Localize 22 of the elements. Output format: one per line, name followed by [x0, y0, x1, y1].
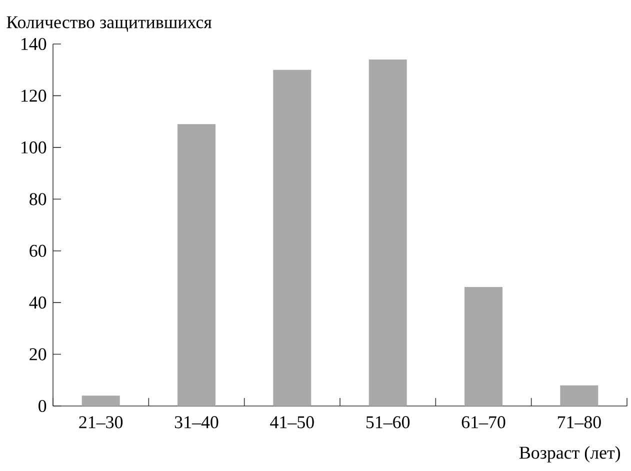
y-tick-label: 0 — [38, 400, 46, 412]
x-tick-label: 41–50 — [270, 416, 314, 428]
x-axis-title: Возраст (лет) — [519, 446, 620, 462]
y-tick-label: 100 — [22, 141, 46, 154]
x-tick-label: 71–80 — [558, 416, 601, 428]
y-tick-label: 140 — [22, 38, 46, 50]
bar — [178, 124, 216, 406]
bar — [560, 385, 598, 406]
y-tick-label: 80 — [30, 193, 46, 206]
bar — [82, 396, 120, 406]
x-tick-label: 31–40 — [174, 416, 218, 428]
y-tick-label: 120 — [22, 90, 46, 102]
x-tick-label: 51–60 — [366, 416, 410, 428]
y-tick-label: 60 — [30, 244, 46, 257]
x-tick-label: 61–70 — [462, 416, 506, 428]
y-axis-title: Количество защитившихся — [6, 16, 212, 32]
bar — [368, 60, 407, 406]
y-tick-label: 20 — [30, 348, 46, 360]
bar — [273, 70, 312, 406]
y-tick-label: 40 — [29, 296, 46, 309]
bar — [464, 287, 503, 406]
x-tick-label: 21–30 — [79, 416, 123, 428]
